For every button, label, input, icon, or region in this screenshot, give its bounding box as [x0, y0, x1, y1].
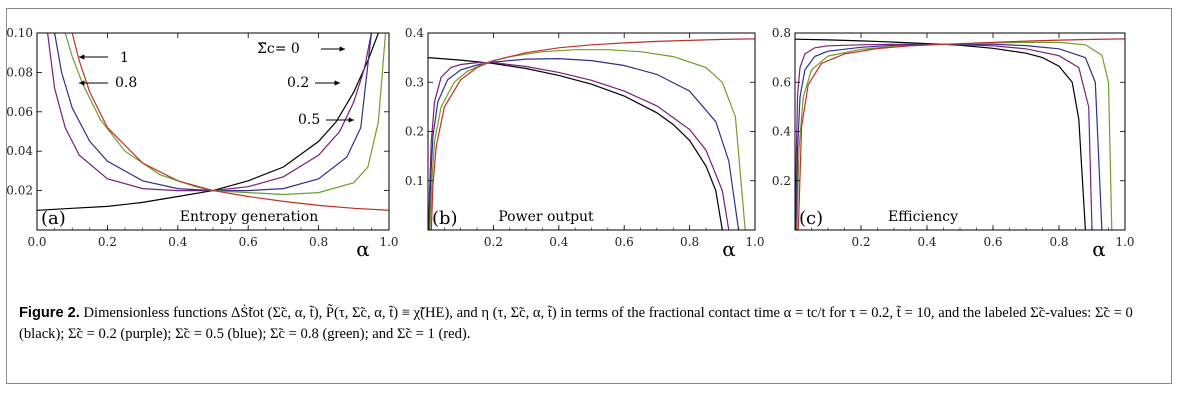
- y-tick-label: 0.02: [6, 184, 33, 198]
- y-tick-label: 0.2: [772, 174, 791, 188]
- panel-label: (a): [41, 208, 66, 229]
- curve-sigma-1: [797, 38, 1125, 230]
- x-tick-label: 0.2: [851, 235, 870, 249]
- figure-caption: Figure 2. Dimensionless functions ΔṠ̃tot…: [19, 303, 1159, 345]
- curve-sigma-0.5: [428, 57, 740, 230]
- annotation-sigma-0.2: 0.2: [287, 75, 309, 91]
- figure-frame: [6, 8, 1172, 384]
- x-tick-label: 0.6: [615, 235, 634, 249]
- curve-sigma-0: [37, 33, 379, 211]
- y-tick-label: 0.6: [772, 75, 791, 89]
- panel-a: 0.0 0.2 0.4 0.6 0.8 1.0 0.02 0.04 0.06 0.08 0.10 α (…: [6, 26, 398, 261]
- x-tick-label: 0.8: [309, 235, 328, 249]
- curve-sigma-0: [795, 38, 1086, 230]
- y-tick-label: 0.1: [405, 174, 424, 188]
- figure-2-charts: 0.0 0.2 0.4 0.6 0.8 1.0 0.02 0.04 0.06 0.08 0.10 α (…: [6, 26, 1135, 261]
- curve-sigma-0.8: [796, 41, 1113, 230]
- annotation-sigma-1: 1: [120, 50, 129, 66]
- curve-sigma-0.2: [428, 62, 730, 230]
- y-tick-label: 0.2: [405, 125, 424, 139]
- caption-text: Dimensionless functions ΔṠ̃tot (Σ̃c, α, …: [19, 305, 1133, 342]
- x-axis-label: α: [722, 237, 736, 261]
- x-tick-label: 0.2: [484, 235, 503, 249]
- x-tick-label: 0.0: [27, 235, 46, 249]
- curve-sigma-0.5: [795, 43, 1103, 230]
- x-axis-label: α: [1092, 237, 1106, 261]
- panel-title: Power output: [498, 209, 594, 225]
- curve-sigma-0: [428, 57, 723, 230]
- x-axis-label: α: [356, 237, 370, 261]
- annotation-arrow-1: [79, 54, 108, 60]
- annotation-sigma-0.5: 0.5: [298, 112, 320, 128]
- y-tick-label: 0.04: [6, 144, 33, 158]
- annotation-sigma-0.8: 0.8: [115, 75, 137, 91]
- x-tick-label: 0.4: [917, 235, 936, 249]
- panel-label: (c): [799, 208, 823, 229]
- x-tick-label: 1.0: [1115, 235, 1134, 249]
- curve-sigma-0.8: [64, 33, 387, 196]
- annotation-arrow-0.8: [79, 80, 108, 86]
- curve-sigma-1: [71, 33, 389, 211]
- panel-b: 0.2 0.4 0.6 0.8 1.0 0.1 0.2 0.3 0.4 α (b) Power out…: [405, 26, 765, 261]
- x-tick-label: 0.4: [549, 235, 568, 249]
- plot-frame: [36, 32, 390, 231]
- y-tick-label: 0.06: [6, 105, 33, 119]
- caption-label: Figure 2.: [19, 305, 80, 321]
- curve-sigma-1: [430, 38, 755, 230]
- x-tick-label: 0.8: [1049, 235, 1068, 249]
- y-tick-label: 0.8: [772, 26, 791, 40]
- panel-c: 0.2 0.4 0.6 0.8 1.0 0.2 0.4 0.6 0.8 α (c) Efficienc…: [772, 26, 1135, 261]
- y-tick-label: 0.10: [6, 26, 33, 40]
- annotation-arrow-0: [321, 46, 345, 52]
- y-tick-label: 0.3: [405, 75, 424, 89]
- panel-title: Entropy generation: [180, 209, 318, 225]
- panel-label: (b): [432, 208, 458, 229]
- curve-sigma-0.2: [795, 43, 1093, 230]
- x-tick-label: 1.0: [745, 235, 764, 249]
- panel-title: Efficiency: [888, 209, 958, 225]
- x-tick-label: 1.0: [379, 235, 398, 249]
- annotation-sigma-0: Σ̃c= 0: [257, 41, 300, 57]
- annotation-arrow-0.5: [326, 117, 354, 123]
- x-tick-label: 0.6: [983, 235, 1002, 249]
- annotation-arrow-0.2: [315, 80, 340, 86]
- plot-frame: [794, 32, 1126, 231]
- curve-sigma-0.8: [429, 49, 746, 230]
- x-tick-label: 0.2: [98, 235, 117, 249]
- x-tick-label: 0.4: [168, 235, 187, 249]
- curve-sigma-0.5: [54, 33, 372, 192]
- y-tick-label: 0.08: [6, 65, 33, 79]
- x-tick-label: 0.6: [239, 235, 258, 249]
- y-tick-label: 0.4: [772, 125, 791, 139]
- y-tick-label: 0.4: [405, 26, 424, 40]
- x-tick-label: 0.8: [680, 235, 699, 249]
